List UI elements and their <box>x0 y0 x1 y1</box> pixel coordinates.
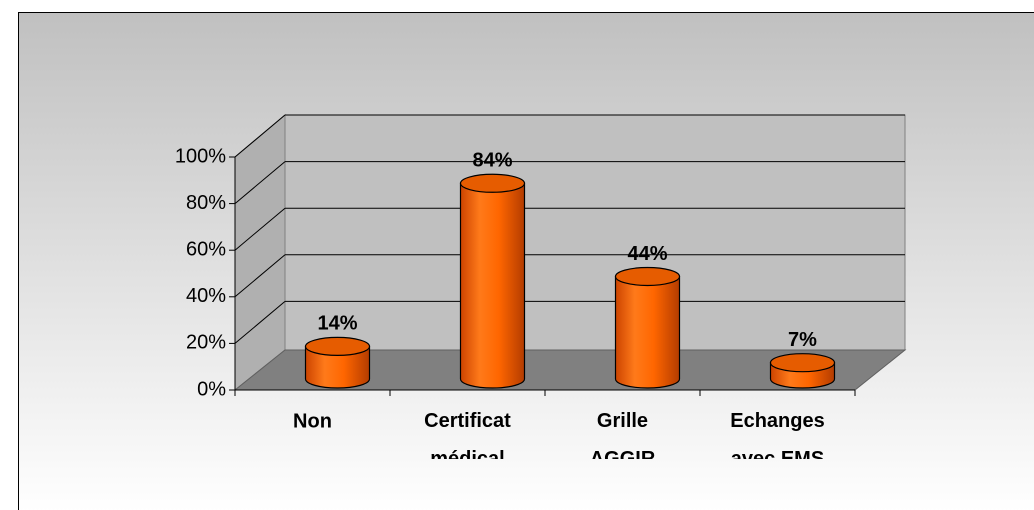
bar-body <box>459 182 526 389</box>
value-label: 14% <box>317 313 357 335</box>
grid-line <box>234 114 286 158</box>
bar-body <box>304 345 371 389</box>
bar <box>769 353 836 389</box>
y-tick-label: 40% <box>186 285 226 307</box>
value-label: 84% <box>472 150 512 172</box>
grid-line <box>234 207 286 251</box>
value-label: 44% <box>627 243 667 265</box>
bar-top <box>769 353 836 373</box>
grid-line <box>234 301 286 344</box>
bar <box>614 266 681 389</box>
y-tick-label: 100% <box>175 145 226 167</box>
grid-line <box>234 254 286 298</box>
value-label: 7% <box>788 329 817 351</box>
y-tick-label: 80% <box>186 192 226 214</box>
grid-line <box>234 161 286 204</box>
y-tick-label: 0% <box>197 378 226 400</box>
bar-body <box>614 275 681 389</box>
bar <box>459 173 526 389</box>
bar-top <box>459 173 526 193</box>
category-label: Non <box>293 410 332 432</box>
category-labels: Non Certificatmédical GrilleAGGIR Echangesa… <box>293 410 825 470</box>
category-label: Certificatmédical <box>424 410 511 470</box>
y-tick-label: 60% <box>186 238 226 260</box>
back-wall <box>284 114 906 351</box>
category-label: Echangesavec EMS <box>730 410 824 470</box>
side-wall <box>234 113 286 392</box>
bar <box>304 336 371 389</box>
bar-top <box>304 336 371 356</box>
bar-top <box>614 266 681 287</box>
category-label: GrilleAGGIR <box>590 410 656 470</box>
y-tick-label: 20% <box>186 332 226 354</box>
